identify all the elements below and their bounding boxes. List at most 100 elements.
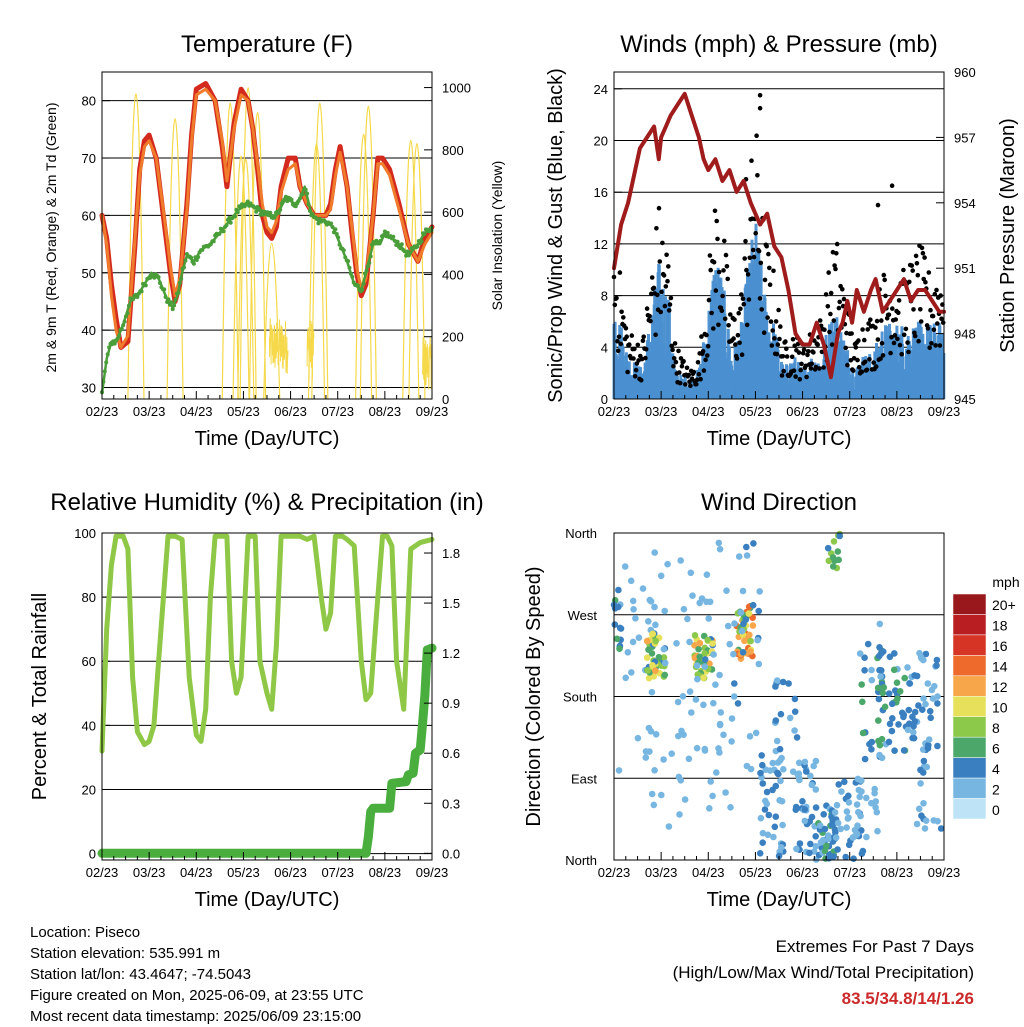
wind-direction-point <box>701 663 709 670</box>
wind-direction-point <box>724 622 732 630</box>
station-info: Location: Piseco Station elevation: 535.… <box>30 922 364 1027</box>
wind-gust-point <box>618 341 624 347</box>
solar-burst-0 <box>268 318 289 374</box>
wind-gust-point <box>706 297 712 303</box>
wind-direction-point <box>911 708 919 716</box>
wind-gust-point <box>666 264 671 269</box>
wind-gust-point <box>661 273 667 278</box>
x-tick-label-2-4: 06/23 <box>274 865 307 880</box>
wind-direction-point <box>747 648 754 655</box>
dewpoint-point <box>232 214 237 219</box>
wind-gust-point <box>832 263 837 268</box>
wind-direction-point <box>727 804 734 811</box>
dewpoint-point <box>337 242 342 247</box>
wind-gust-point <box>815 342 820 348</box>
y-tick-label-0-5: 80 <box>82 94 96 109</box>
wind-gust-point <box>701 368 707 373</box>
wind-direction-point <box>746 733 754 740</box>
wind-gust-point <box>656 205 662 211</box>
wind-direction-point <box>646 748 653 755</box>
wind-gust-point <box>679 363 685 369</box>
solar-curve-9 <box>311 102 329 400</box>
wind-direction-point <box>807 772 814 780</box>
wind-gust-point <box>631 356 636 361</box>
wind-direction-point <box>838 788 845 795</box>
dewpoint-point <box>169 300 174 305</box>
wind-direction-point <box>841 778 848 786</box>
dewpoint-point <box>343 255 348 260</box>
dewpoint-point <box>139 289 144 294</box>
y-right-tick-label-2-5: 1.5 <box>442 596 460 611</box>
wind-direction-point <box>876 666 883 674</box>
wind-direction-point <box>876 644 883 651</box>
wind-direction-point <box>621 563 629 570</box>
wind-direction-point <box>709 792 716 800</box>
wind-gust-point <box>808 366 814 371</box>
wind-gust-point <box>849 331 854 336</box>
wind-gust-point <box>724 264 730 269</box>
wind-direction-point <box>893 679 901 686</box>
dewpoint-point <box>194 258 199 262</box>
wind-direction-point <box>879 689 887 697</box>
wind-direction-point <box>823 842 830 850</box>
x-tick-label-0-0: 02/23 <box>86 404 119 419</box>
y-tick-label-1-6: 24 <box>594 82 608 97</box>
wind-gust-point <box>759 307 764 312</box>
wind-gust-point <box>676 348 681 354</box>
wind-gust-point <box>704 332 709 338</box>
y-tick-label-0-0: 30 <box>82 381 96 396</box>
dewpoint-point <box>346 259 351 264</box>
wind-direction-point <box>647 598 655 605</box>
dewpoint-point <box>119 326 124 331</box>
wind-direction-point <box>763 800 771 808</box>
wind-gust-point <box>658 309 663 315</box>
wind-direction-point <box>778 754 785 762</box>
wind-gust-point <box>811 350 816 355</box>
wind-gust-point <box>938 293 943 298</box>
y-right-tick-label-1-3: 954 <box>954 196 976 211</box>
colorbar-label-3: 14 <box>992 659 1008 675</box>
y-tick-label-2-3: 60 <box>82 654 96 669</box>
dewpoint-point <box>310 212 315 217</box>
wind-gust-point <box>805 352 810 358</box>
wind-gust-point <box>806 349 811 354</box>
y-tick-label-2-1: 20 <box>82 782 96 797</box>
wind-gust-point <box>909 263 915 268</box>
wind-gust-point <box>796 350 802 355</box>
wind-direction-point <box>799 798 806 805</box>
wind-direction-point <box>876 620 884 628</box>
wind-gust-point <box>801 347 807 353</box>
wind-gust-point <box>767 265 772 271</box>
wind-gust-point <box>740 296 746 302</box>
wind-direction-point <box>793 734 801 741</box>
wind-direction-point <box>701 747 709 754</box>
wind-direction-point <box>770 833 777 841</box>
wind-direction-point <box>875 717 882 724</box>
wind-direction-point <box>731 620 738 627</box>
wind-gust-point <box>743 238 748 244</box>
y-right-tick-label-2-0: 0.0 <box>442 846 460 861</box>
wind-direction-point <box>681 796 689 803</box>
y-right-tick-label-0-2: 400 <box>442 267 464 282</box>
wind-gust-point <box>871 360 876 365</box>
wind-gust-point <box>744 267 749 273</box>
wind-gust-point <box>875 337 881 342</box>
wind-direction-point <box>896 688 904 695</box>
wind-direction-point <box>801 758 809 766</box>
wind-gust-point <box>845 362 850 368</box>
wind-direction-point <box>696 599 703 607</box>
wind-gust-point <box>856 338 861 343</box>
y-axis-right-label-1: Station Pressure (Maroon) <box>997 118 1019 353</box>
wind-gust-point <box>649 275 655 280</box>
wind-direction-point <box>660 645 668 653</box>
wind-direction-point <box>910 722 917 730</box>
dewpoint-point <box>361 281 366 286</box>
dewpoint-point <box>176 290 181 295</box>
wind-direction-point <box>723 587 730 594</box>
wind-direction-point <box>703 571 711 578</box>
wind-gust-point <box>700 348 706 354</box>
wind-gust-point <box>851 356 857 361</box>
wind-direction-point <box>678 727 685 735</box>
wind-gust-point <box>859 369 865 375</box>
wind-gust-point <box>774 351 780 357</box>
